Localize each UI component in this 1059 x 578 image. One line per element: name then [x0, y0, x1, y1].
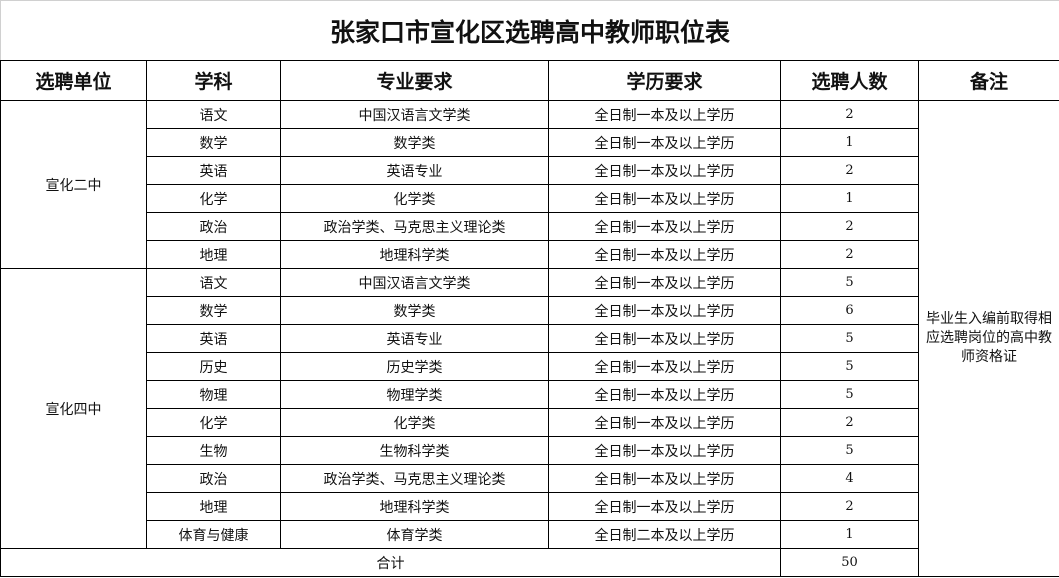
- count-cell: 5: [780, 324, 919, 353]
- major-cell: 化学类: [280, 408, 549, 437]
- major-cell: 政治学类、马克思主义理论类: [280, 212, 549, 241]
- subject-cell: 数学: [146, 296, 281, 325]
- education-cell: 全日制一本及以上学历: [548, 408, 781, 437]
- table-row: 化学 化学类 全日制一本及以上学历 1: [1, 184, 1059, 213]
- page-title: 张家口市宣化区选聘高中教师职位表: [0, 0, 1059, 60]
- total-value: 50: [780, 548, 919, 577]
- positions-table: 选聘单位 学科 专业要求 学历要求 选聘人数 备注 宣化二中 语文 中国汉语言文学类 全日制一本…: [0, 60, 1059, 577]
- count-cell: 1: [780, 128, 919, 157]
- major-cell: 化学类: [280, 184, 549, 213]
- education-cell: 全日制一本及以上学历: [548, 156, 781, 185]
- major-cell: 体育学类: [280, 520, 549, 549]
- subject-cell: 数学: [146, 128, 281, 157]
- education-cell: 全日制一本及以上学历: [548, 324, 781, 353]
- education-cell: 全日制一本及以上学历: [548, 240, 781, 269]
- count-cell: 2: [780, 100, 919, 129]
- major-cell: 政治学类、马克思主义理论类: [280, 464, 549, 493]
- subject-cell: 物理: [146, 380, 281, 409]
- count-cell: 4: [780, 464, 919, 493]
- count-cell: 2: [780, 492, 919, 521]
- column-header: 选聘单位: [0, 60, 147, 101]
- major-cell: 数学类: [280, 128, 549, 157]
- table-row: 英语 英语专业 全日制一本及以上学历 2: [1, 156, 1059, 185]
- subject-cell: 历史: [146, 352, 281, 381]
- total-label: 合计: [0, 548, 781, 577]
- count-cell: 1: [780, 520, 919, 549]
- subject-cell: 政治: [146, 212, 281, 241]
- count-cell: 1: [780, 184, 919, 213]
- count-cell: 2: [780, 408, 919, 437]
- table-row: 数学 数学类 全日制一本及以上学历 6: [1, 296, 1059, 325]
- subject-cell: 化学: [146, 408, 281, 437]
- table-row: 生物 生物科学类 全日制一本及以上学历 5: [1, 436, 1059, 465]
- header-row: 选聘单位 学科 专业要求 学历要求 选聘人数 备注: [0, 60, 1059, 101]
- table-row: 地理 地理科学类 全日制一本及以上学历 2: [1, 492, 1059, 521]
- table-row: 政治 政治学类、马克思主义理论类 全日制一本及以上学历 2: [1, 212, 1059, 241]
- unit-cell: 宣化四中: [0, 268, 147, 549]
- note-cell: 毕业生入编前取得相应选聘岗位的高中教师资格证: [918, 100, 1059, 577]
- education-cell: 全日制一本及以上学历: [548, 352, 781, 381]
- subject-cell: 体育与健康: [146, 520, 281, 549]
- table-row: 宣化二中 语文 中国汉语言文学类 全日制一本及以上学历 2 毕业生入编前取得相应选聘岗位的…: [0, 100, 1059, 577]
- table-row: 英语 英语专业 全日制一本及以上学历 5: [1, 324, 1059, 353]
- education-cell: 全日制一本及以上学历: [548, 380, 781, 409]
- table-row: 地理 地理科学类 全日制一本及以上学历 2: [1, 240, 1059, 269]
- count-cell: 5: [780, 436, 919, 465]
- table-row: 历史 历史学类 全日制一本及以上学历 5: [1, 352, 1059, 381]
- major-cell: 物理学类: [280, 380, 549, 409]
- major-cell: 数学类: [280, 296, 549, 325]
- subject-cell: 地理: [146, 492, 281, 521]
- subject-cell: 英语: [146, 156, 281, 185]
- major-cell: 中国汉语言文学类: [280, 100, 549, 129]
- subject-cell: 语文: [146, 268, 281, 297]
- column-header: 学历要求: [548, 60, 781, 101]
- education-cell: 全日制一本及以上学历: [548, 436, 781, 465]
- education-cell: 全日制一本及以上学历: [548, 268, 781, 297]
- education-cell: 全日制一本及以上学历: [548, 212, 781, 241]
- total-row: 合计 50: [0, 548, 1059, 577]
- subject-cell: 政治: [146, 464, 281, 493]
- table-row: 宣化四中 语文 中国汉语言文学类 全日制一本及以上学历 5: [0, 268, 1059, 549]
- column-header: 备注: [918, 60, 1059, 101]
- table-row: 化学 化学类 全日制一本及以上学历 2: [1, 408, 1059, 437]
- subject-cell: 英语: [146, 324, 281, 353]
- education-cell: 全日制一本及以上学历: [548, 100, 781, 129]
- table-row: 体育与健康 体育学类 全日制二本及以上学历 1: [1, 520, 1059, 549]
- education-cell: 全日制二本及以上学历: [548, 520, 781, 549]
- education-cell: 全日制一本及以上学历: [548, 184, 781, 213]
- unit-cell: 宣化二中: [0, 100, 147, 269]
- count-cell: 6: [780, 296, 919, 325]
- major-cell: 历史学类: [280, 352, 549, 381]
- major-cell: 生物科学类: [280, 436, 549, 465]
- table-row: 数学 数学类 全日制一本及以上学历 1: [1, 128, 1059, 157]
- subject-cell: 生物: [146, 436, 281, 465]
- table-row: 政治 政治学类、马克思主义理论类 全日制一本及以上学历 4: [1, 464, 1059, 493]
- major-cell: 地理科学类: [280, 492, 549, 521]
- count-cell: 5: [780, 380, 919, 409]
- education-cell: 全日制一本及以上学历: [548, 296, 781, 325]
- education-cell: 全日制一本及以上学历: [548, 464, 781, 493]
- count-cell: 5: [780, 352, 919, 381]
- subject-cell: 地理: [146, 240, 281, 269]
- subject-cell: 语文: [146, 100, 281, 129]
- column-header: 选聘人数: [780, 60, 919, 101]
- table-row: 物理 物理学类 全日制一本及以上学历 5: [1, 380, 1059, 409]
- count-cell: 5: [780, 268, 919, 297]
- major-cell: 英语专业: [280, 156, 549, 185]
- major-cell: 中国汉语言文学类: [280, 268, 549, 297]
- count-cell: 2: [780, 156, 919, 185]
- subject-cell: 化学: [146, 184, 281, 213]
- major-cell: 英语专业: [280, 324, 549, 353]
- education-cell: 全日制一本及以上学历: [548, 492, 781, 521]
- count-cell: 2: [780, 212, 919, 241]
- column-header: 学科: [146, 60, 281, 101]
- count-cell: 2: [780, 240, 919, 269]
- major-cell: 地理科学类: [280, 240, 549, 269]
- education-cell: 全日制一本及以上学历: [548, 128, 781, 157]
- column-header: 专业要求: [280, 60, 549, 101]
